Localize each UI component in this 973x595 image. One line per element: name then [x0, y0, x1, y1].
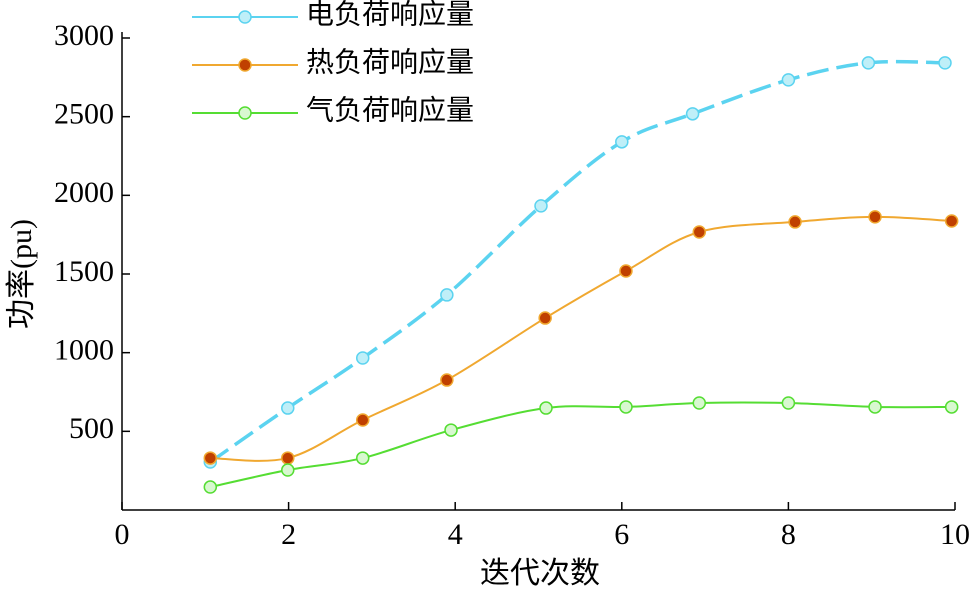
- data-point: [444, 423, 458, 437]
- data-point: [868, 210, 882, 224]
- x-tick-label: 10: [940, 518, 970, 551]
- data-point: [281, 463, 295, 477]
- data-point: [203, 451, 218, 465]
- y-axis-label: 功率(pu): [5, 219, 38, 329]
- data-point: [440, 373, 454, 387]
- x-axis-label: 迭代次数: [480, 557, 600, 590]
- x-tick-label: 6: [614, 518, 629, 551]
- data-point: [281, 401, 295, 415]
- data-point: [355, 351, 370, 365]
- y-tick-label: 3000: [54, 19, 114, 52]
- series-line: [210, 401, 952, 489]
- data-point: [539, 401, 553, 415]
- legend-marker: [238, 58, 252, 72]
- legend-marker: [238, 106, 252, 120]
- data-point: [692, 225, 707, 239]
- data-point: [615, 135, 629, 149]
- data-point: [788, 215, 802, 229]
- legend-label: 热负荷响应量: [306, 46, 474, 78]
- data-point: [685, 107, 700, 121]
- data-point: [944, 400, 959, 414]
- legend-label: 电负荷响应量: [306, 0, 474, 30]
- series-line: [210, 215, 952, 462]
- data-point: [692, 396, 707, 410]
- y-tick-label: 500: [69, 412, 114, 445]
- data-point: [944, 214, 959, 228]
- data-point: [203, 480, 218, 494]
- legend-label: 气负荷响应量: [306, 94, 474, 126]
- y-tick-label: 2000: [54, 176, 114, 209]
- data-point: [538, 311, 552, 325]
- data-point: [861, 56, 876, 70]
- data-point: [355, 413, 370, 427]
- data-point: [781, 396, 796, 410]
- data-point: [534, 199, 548, 213]
- y-tick-label: 2500: [54, 98, 114, 131]
- data-point: [440, 288, 454, 302]
- x-tick-label: 8: [781, 518, 796, 551]
- data-point: [619, 400, 633, 414]
- y-tick-label: 1000: [54, 334, 114, 367]
- data-point: [868, 400, 882, 414]
- x-tick-label: 2: [281, 518, 296, 551]
- data-point: [355, 451, 370, 465]
- data-point: [619, 264, 633, 278]
- data-point: [781, 73, 796, 87]
- x-tick-label: 0: [115, 518, 130, 551]
- legend-marker: [238, 10, 252, 24]
- y-tick-label: 1500: [54, 255, 114, 288]
- x-tick-label: 4: [448, 518, 463, 551]
- data-point: [938, 56, 952, 70]
- data-point: [281, 451, 295, 465]
- series-line: [209, 59, 946, 464]
